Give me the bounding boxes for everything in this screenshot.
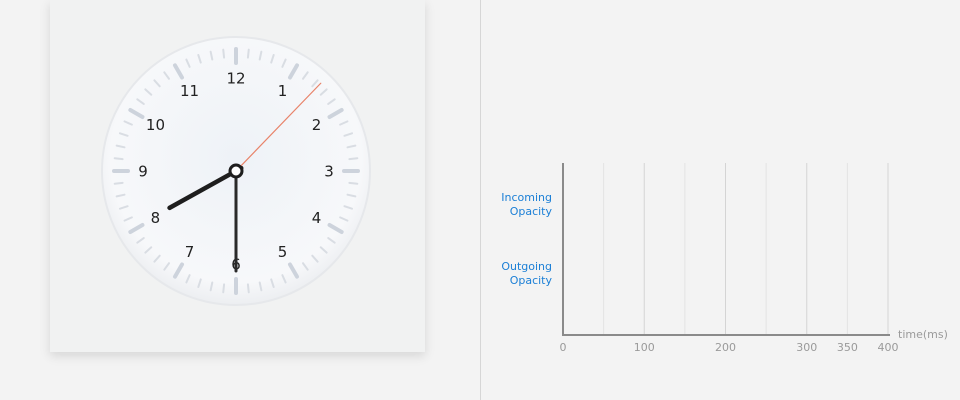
opacity-timeline-chart: 0 100 200 300 350 400time(ms)IncomingOpacityO… bbox=[501, 163, 948, 354]
y-label: Opacity bbox=[510, 205, 553, 218]
clock-tick bbox=[258, 281, 263, 292]
analog-clock: 121234567891011 bbox=[101, 36, 371, 306]
clock-tick bbox=[136, 98, 145, 105]
clock-ticks bbox=[112, 47, 360, 295]
clock-tick bbox=[339, 216, 349, 222]
clock-tick bbox=[118, 205, 129, 210]
clock-number: 11 bbox=[180, 82, 199, 100]
clock-center-cap bbox=[228, 163, 244, 179]
x-tick-label: 400 bbox=[878, 341, 899, 354]
clock-number: 4 bbox=[312, 209, 322, 227]
clock-tick bbox=[153, 79, 161, 88]
clock-tick bbox=[163, 262, 170, 271]
clock-tick bbox=[113, 157, 124, 161]
clock-tick bbox=[319, 246, 328, 254]
clock-tick bbox=[281, 274, 287, 284]
clock-tick bbox=[327, 108, 344, 119]
clock-tick bbox=[348, 181, 359, 185]
clock-tick bbox=[173, 262, 184, 279]
x-tick-label: 350 bbox=[837, 341, 858, 354]
hour-hand bbox=[167, 165, 244, 211]
clock-tick bbox=[185, 58, 191, 68]
clock-tick bbox=[197, 53, 202, 64]
clock-number: 1 bbox=[278, 82, 288, 100]
x-axis-label: time(ms) bbox=[898, 328, 948, 341]
clock-tick bbox=[246, 283, 250, 294]
clock-tick bbox=[113, 181, 124, 185]
clock-tick bbox=[153, 254, 161, 263]
clock-number: 8 bbox=[151, 209, 161, 227]
x-tick-label: 300 bbox=[796, 341, 817, 354]
clock-tick bbox=[136, 237, 145, 244]
clock-tick bbox=[173, 63, 184, 80]
clock-tick bbox=[288, 262, 299, 279]
clock-tick bbox=[209, 281, 214, 292]
clock-tick bbox=[327, 98, 336, 105]
clock-number: 3 bbox=[324, 163, 334, 181]
y-label: Opacity bbox=[510, 274, 553, 287]
clock-number: 12 bbox=[226, 70, 245, 88]
clock-tick bbox=[123, 216, 133, 222]
clock-tick bbox=[319, 88, 328, 96]
clock-tick bbox=[163, 71, 170, 80]
clock-tick bbox=[346, 193, 357, 198]
clock-tick bbox=[197, 278, 202, 289]
clock-tick bbox=[115, 144, 126, 149]
clock-tick bbox=[288, 63, 299, 80]
clock-tick bbox=[302, 262, 309, 271]
clock-tick bbox=[115, 193, 126, 198]
clock-tick bbox=[258, 50, 263, 61]
clock-tick bbox=[144, 246, 153, 254]
clock-tick bbox=[209, 50, 214, 61]
clock-tick bbox=[270, 53, 275, 64]
clock-tick bbox=[144, 88, 153, 96]
clock-tick bbox=[222, 48, 226, 59]
clock-tick bbox=[339, 120, 349, 126]
clock-tick bbox=[128, 223, 145, 234]
clock-number: 10 bbox=[146, 116, 165, 134]
second-hand bbox=[231, 82, 322, 176]
y-label: Outgoing bbox=[501, 260, 552, 273]
clock-tick bbox=[281, 58, 287, 68]
clock-tick bbox=[185, 274, 191, 284]
clock-tick bbox=[311, 254, 319, 263]
clock-tick bbox=[311, 79, 319, 88]
clock-number: 5 bbox=[278, 243, 288, 261]
clock-tick bbox=[346, 144, 357, 149]
clock-tick bbox=[327, 237, 336, 244]
x-tick-label: 0 bbox=[560, 341, 567, 354]
clock-number: 7 bbox=[185, 243, 195, 261]
x-tick-label: 200 bbox=[715, 341, 736, 354]
clock-tick bbox=[348, 157, 359, 161]
clock-tick bbox=[343, 205, 354, 210]
clock-tick bbox=[343, 132, 354, 137]
clock-tick bbox=[246, 48, 250, 59]
clock-tick bbox=[128, 108, 145, 119]
panel-divider bbox=[480, 0, 481, 400]
clock-tick bbox=[270, 278, 275, 289]
clock-number: 2 bbox=[312, 116, 322, 134]
y-label: Incoming bbox=[501, 191, 552, 204]
clock-tick bbox=[222, 283, 226, 294]
clock-tick bbox=[118, 132, 129, 137]
clock-tick bbox=[327, 223, 344, 234]
clock-tick bbox=[123, 120, 133, 126]
x-tick-label: 100 bbox=[634, 341, 655, 354]
clock-tick bbox=[302, 71, 309, 80]
clock-number: 9 bbox=[138, 163, 148, 181]
